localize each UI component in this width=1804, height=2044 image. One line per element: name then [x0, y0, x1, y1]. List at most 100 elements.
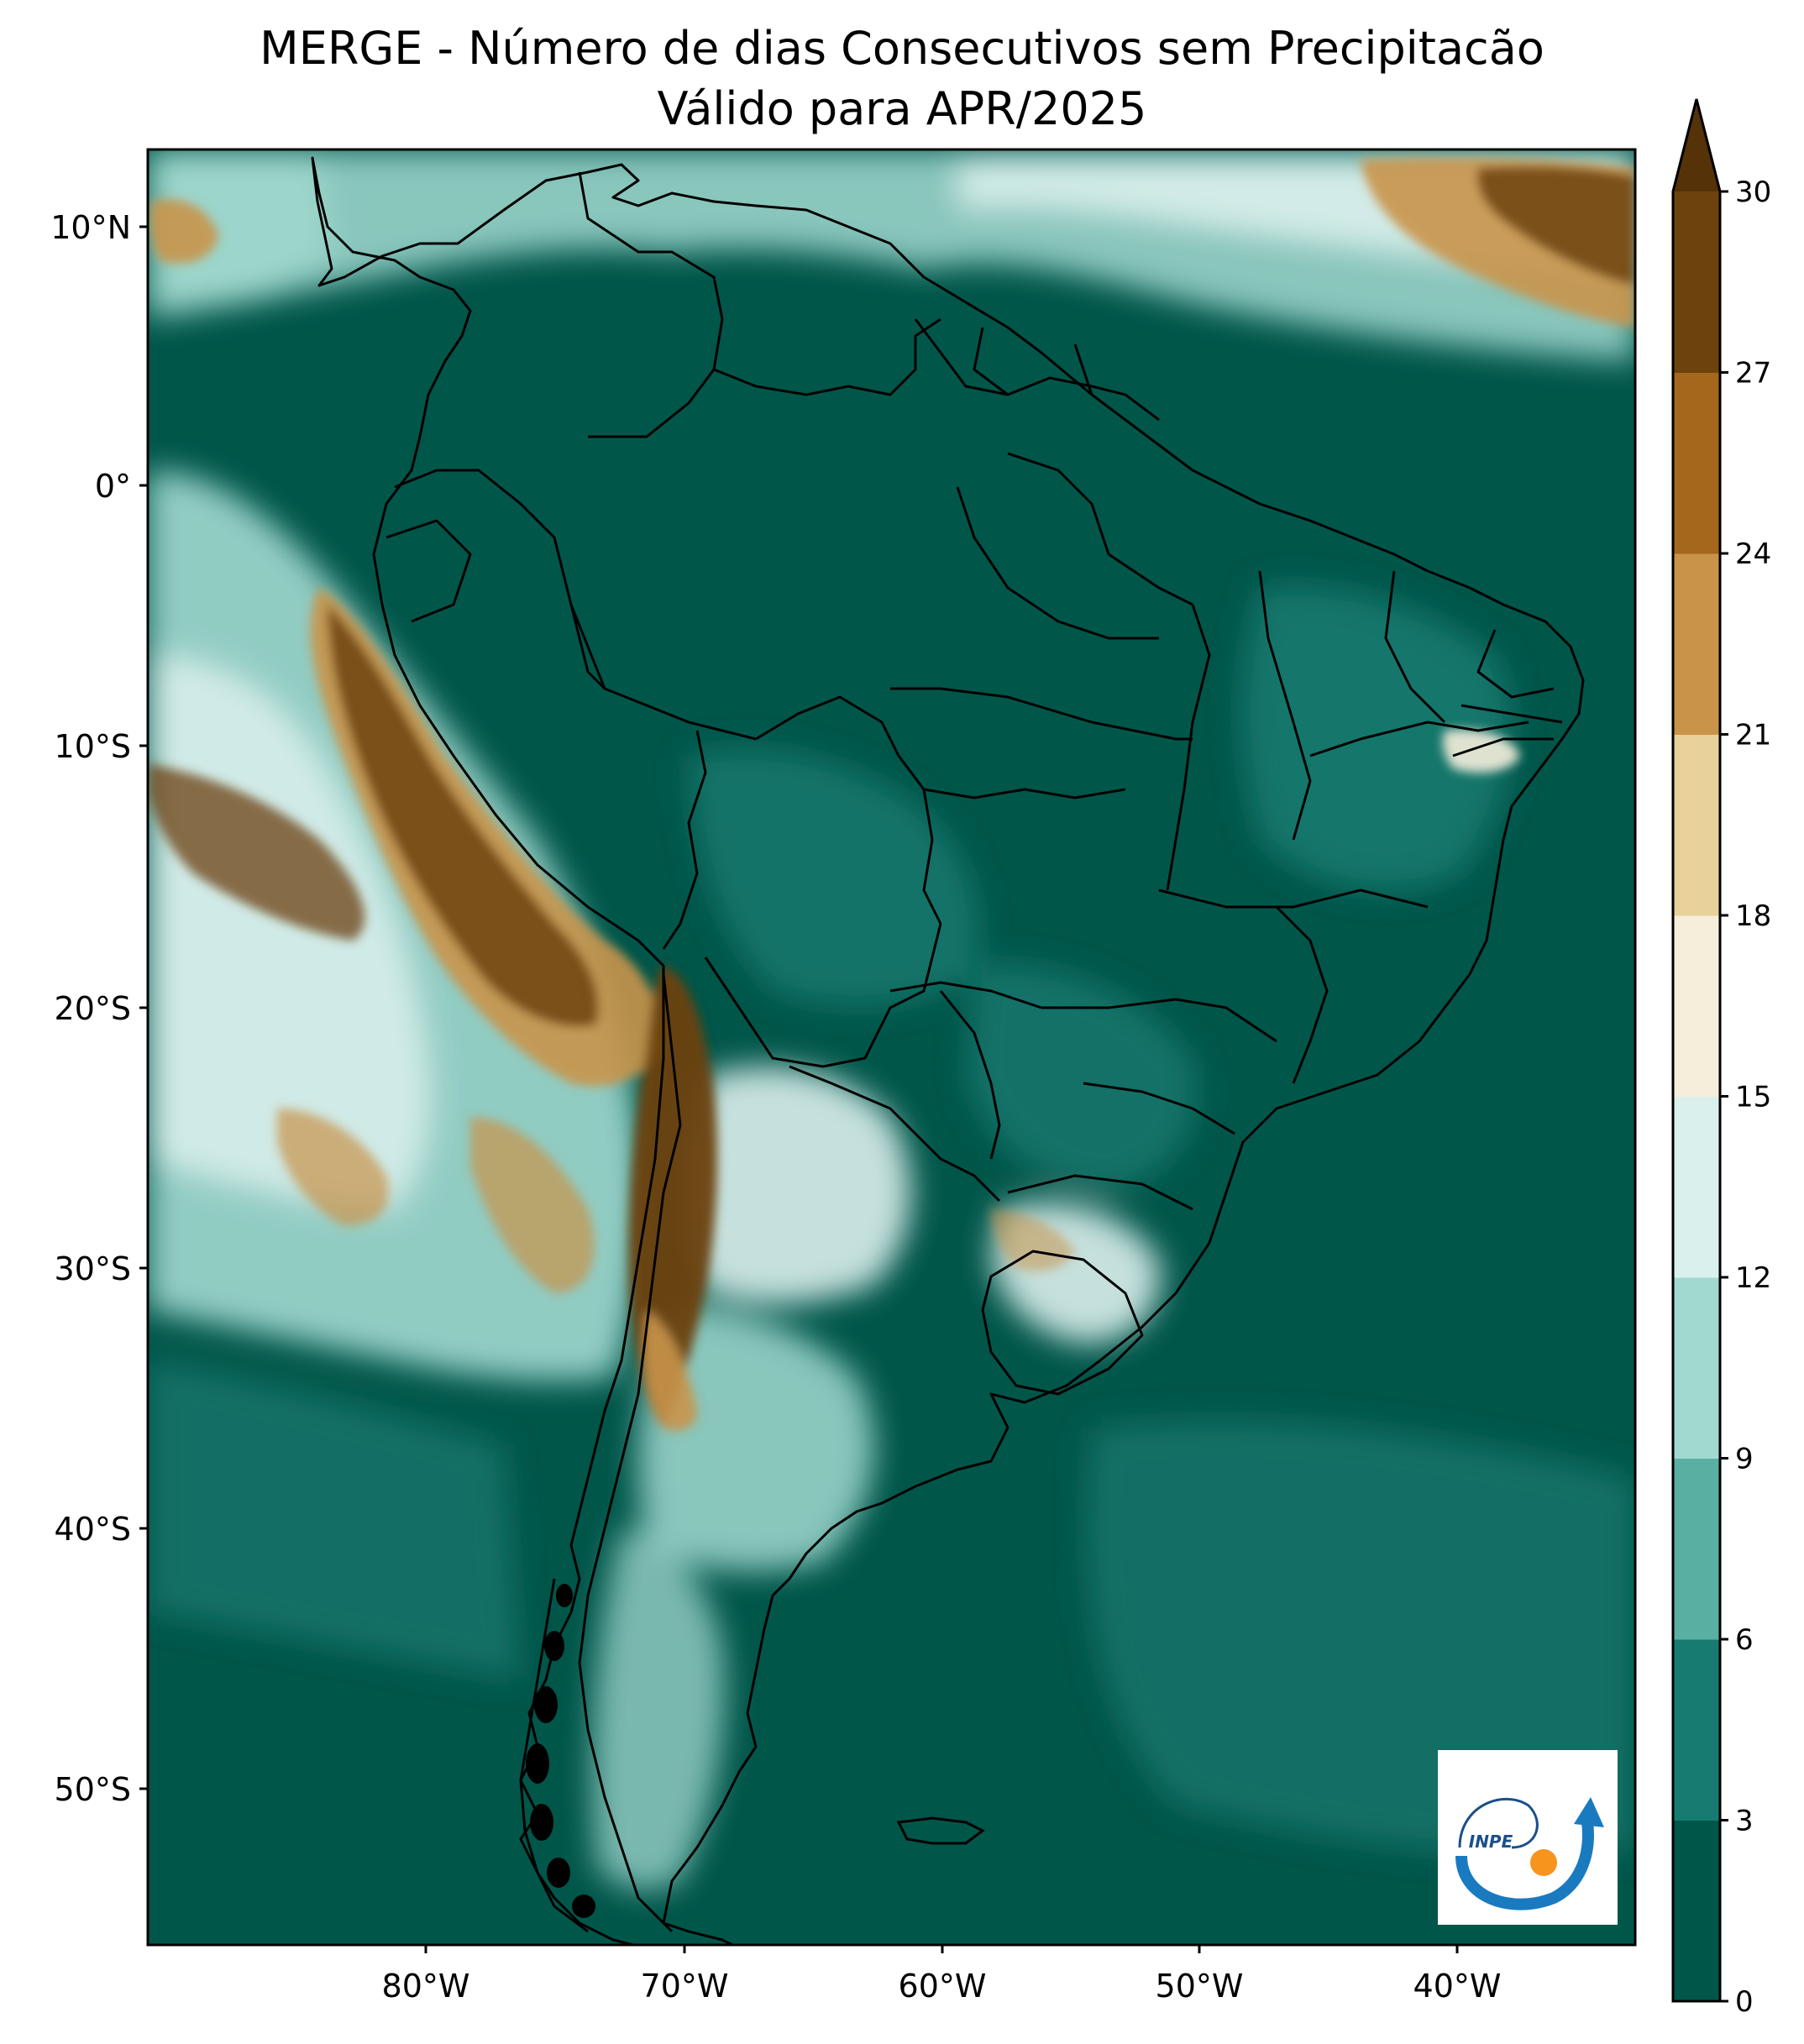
argentina-pale-2: [638, 1302, 874, 1571]
colorbar-tick-label: 0: [1735, 1985, 1754, 2019]
border-brazil-states-8: [1041, 998, 1277, 1043]
colorbar-extend-arrow: [1673, 99, 1720, 191]
border-brazil-states-13: [923, 788, 1126, 799]
chile-andes-tan: [643, 1310, 697, 1431]
inpe-logo: INPE: [1438, 1750, 1618, 1925]
border-uruguay: [981, 1250, 1144, 1396]
colorbar-segment: [1673, 1096, 1720, 1278]
island-speck-3: [534, 1686, 558, 1723]
north-atlantic-dry-dark: [1477, 166, 1635, 286]
svg-text:40°W: 40°W: [1413, 1968, 1502, 2005]
colorbar-tick-label: 30: [1735, 176, 1771, 209]
colorbar-segment: [1673, 1277, 1720, 1459]
border-brazil-states-1: [1007, 452, 1193, 606]
border-guianas: [914, 318, 1160, 422]
colorbar-tick-label: 18: [1735, 899, 1771, 933]
peru-offshore-dry: [328, 605, 599, 1027]
lon-tick-50w: 50°W: [1156, 1945, 1243, 2005]
border-peru-bolivia: [662, 730, 707, 950]
central-teal: [689, 749, 980, 1006]
colorbar-segment: [1673, 1458, 1720, 1640]
chilean-archipelago-detail: [526, 1584, 595, 1918]
islands: [519, 1578, 985, 1933]
border-paraguay-argentina: [789, 1065, 1001, 1203]
lon-tick-40w: 40°W: [1413, 1945, 1502, 2005]
caribbean-pale: [148, 149, 336, 302]
colorbar-tick-label: 12: [1735, 1261, 1771, 1295]
border-suriname-fguiana: [1073, 343, 1093, 396]
border-brazil-states-12: [956, 486, 1159, 640]
colorbar-outline: [1671, 98, 1722, 2003]
colorbar-segments: [1673, 191, 1720, 2002]
colorbar-tick-label: 3: [1735, 1805, 1754, 1838]
border-bolivia-paraguay: [704, 923, 942, 1068]
border-brazil-states-9: [1083, 1082, 1235, 1135]
colorbar-tick-label: 15: [1735, 1081, 1771, 1114]
lat-tick-10n: 10°N: [50, 209, 148, 246]
border-brazil-states-2: [890, 687, 1193, 741]
lon-tick-80w: 80°W: [382, 1945, 469, 2005]
border-brazil-states-5: [1158, 888, 1429, 909]
colorbar-segment: [1673, 1639, 1720, 1821]
colorbar-segment: [1673, 553, 1720, 735]
svg-text:30°S: 30°S: [55, 1250, 131, 1287]
colorbar-segment: [1673, 915, 1720, 1097]
border-brazil-peru: [569, 604, 757, 741]
border-brazil-bolivia: [755, 695, 942, 925]
svg-text:10°S: 10°S: [55, 728, 131, 765]
northeast-brazil-teal: [1240, 586, 1513, 891]
border-venezuela-brazil: [713, 317, 941, 396]
border-guyana-suriname: [973, 327, 1009, 396]
border-paraguay-brazil: [939, 990, 1001, 1160]
map-title-line-2: Válido para APR/2025: [657, 82, 1147, 135]
lat-tick-40s: 40°S: [55, 1511, 148, 1548]
border-brazil-states-3: [1166, 604, 1211, 891]
border-brazil-states-6: [1309, 721, 1529, 757]
border-ecuador-peru: [385, 519, 472, 623]
lon-tick-60w: 60°W: [899, 1945, 986, 2005]
colorbar-tick-label: 6: [1735, 1623, 1754, 1657]
colorbar-segment: [1673, 1820, 1720, 2002]
pacific-dry-patches-3: [470, 1117, 595, 1293]
island-speck-5: [530, 1804, 553, 1841]
lat-tick-0: 0°: [95, 468, 148, 505]
patagonia-pale: [592, 1528, 725, 1890]
colorbar: 0 3 6 9 12 15 18 21 24 27 30: [1671, 98, 1771, 2019]
logo-text: INPE: [1469, 1832, 1513, 1852]
border-brazil-states-7: [1275, 905, 1329, 1084]
chilean-archipelago: [519, 1578, 589, 1933]
border-ne-states: [1452, 629, 1563, 757]
colorbar-tick-label: 27: [1735, 357, 1771, 390]
lon-tick-70w: 70°W: [641, 1945, 729, 2005]
latitude-axis: 10°N 0° 10°S 20°S 30°S 40°S 50°S: [50, 209, 148, 1808]
island-speck-2: [544, 1631, 564, 1661]
caribbean-dry: [149, 199, 218, 264]
chile-andes-dry: [628, 966, 717, 1428]
lat-tick-30s: 30°S: [55, 1250, 148, 1287]
border-brazil-states-4: [1258, 570, 1312, 841]
island-speck-7: [572, 1895, 595, 1918]
argentina-pale: [685, 1067, 911, 1304]
longitude-axis: 80°W 70°W 60°W 50°W 40°W: [382, 1945, 1502, 2005]
dry-band: [148, 158, 1635, 1431]
logo-orbit-ring-icon: [1458, 1797, 1539, 1849]
svg-text:10°N: 10°N: [50, 209, 131, 246]
map-title-line-1: MERGE - Número de dias Consecutivos sem …: [260, 22, 1544, 75]
svg-text:20°S: 20°S: [55, 990, 131, 1027]
coastline-and-borders: [311, 156, 1585, 1945]
southeast-pacific-teal: [148, 1360, 521, 1680]
svg-text:50°S: 50°S: [55, 1771, 131, 1808]
colorbar-tick-label: 9: [1735, 1443, 1754, 1476]
plot-frame: [146, 148, 1637, 1947]
border-argentina-chile: [578, 973, 682, 1933]
pacific-dry-patches: [148, 764, 365, 941]
svg-text:70°W: 70°W: [641, 1968, 729, 2005]
south-america-coastline: [311, 156, 1585, 1945]
falkland-islands: [896, 1816, 985, 1845]
colorbar-segment: [1673, 372, 1720, 554]
colorbar-tick-label: 21: [1735, 719, 1771, 752]
svg-text:40°S: 40°S: [55, 1511, 131, 1548]
pacific-dry-patches-2: [277, 1108, 389, 1226]
south-atlantic-teal: [1086, 1421, 1635, 1854]
